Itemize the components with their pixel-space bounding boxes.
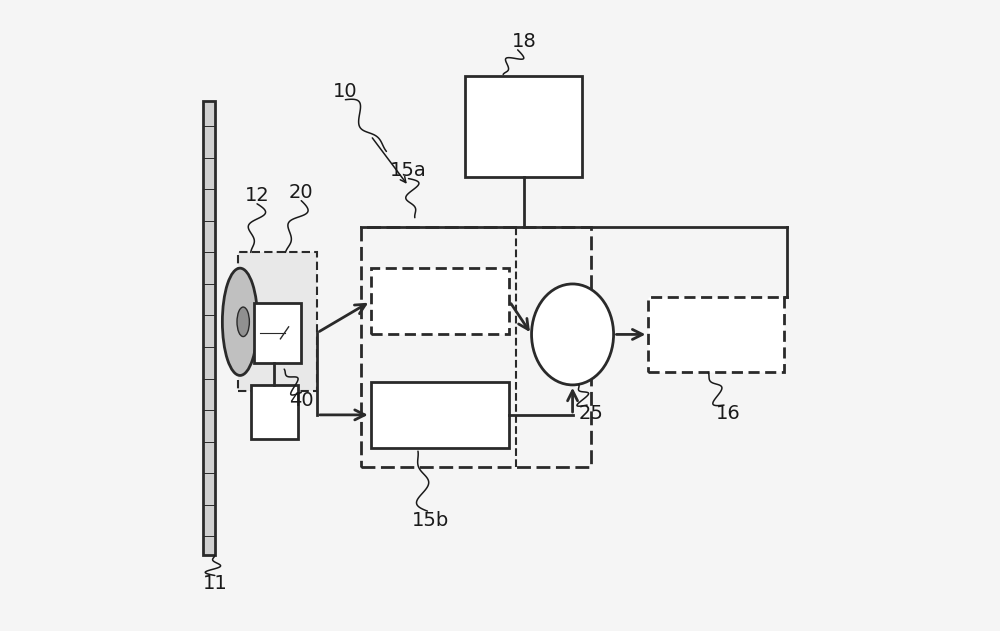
Text: 18: 18 bbox=[512, 32, 536, 50]
Text: 15a: 15a bbox=[390, 161, 427, 180]
Text: 15b: 15b bbox=[412, 511, 449, 530]
Text: 40: 40 bbox=[289, 391, 314, 410]
Ellipse shape bbox=[237, 307, 249, 336]
Text: 11: 11 bbox=[202, 574, 227, 593]
Text: 12: 12 bbox=[245, 186, 269, 205]
Text: 20: 20 bbox=[289, 183, 314, 202]
Bar bbox=[203, 101, 215, 555]
Text: 10: 10 bbox=[333, 82, 358, 101]
Bar bbox=[371, 382, 509, 448]
Bar bbox=[238, 252, 317, 391]
Bar bbox=[371, 268, 509, 334]
Ellipse shape bbox=[532, 284, 614, 385]
Bar bbox=[465, 76, 582, 177]
Bar bbox=[648, 297, 784, 372]
Bar bbox=[361, 227, 591, 467]
Bar bbox=[251, 385, 298, 439]
Bar bbox=[254, 303, 301, 363]
Ellipse shape bbox=[222, 268, 258, 375]
Text: 16: 16 bbox=[716, 404, 741, 423]
Text: 25: 25 bbox=[579, 404, 604, 423]
